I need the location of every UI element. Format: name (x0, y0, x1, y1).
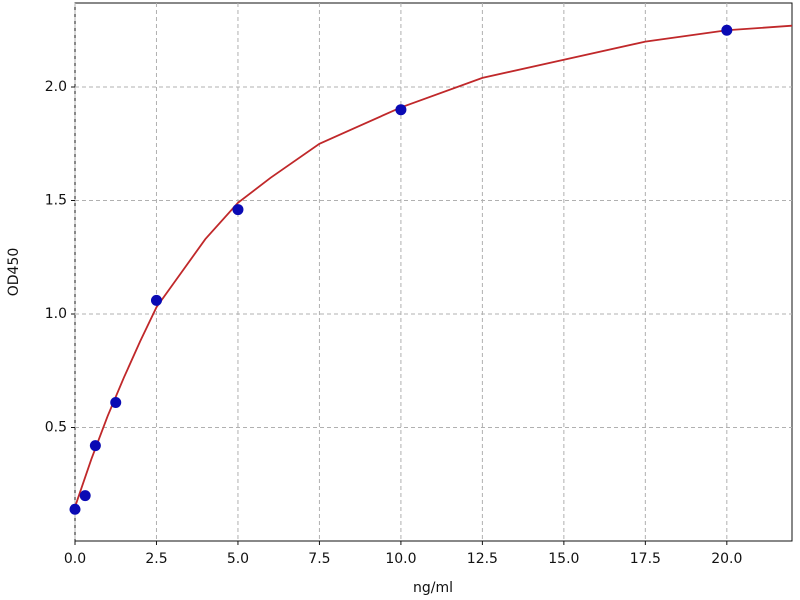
x-tick-label: 20.0 (711, 551, 742, 567)
data-point (89, 440, 101, 452)
data-point (721, 24, 733, 36)
x-axis-label: ng/ml (413, 580, 453, 596)
fit-curve (74, 24, 793, 508)
y-tick-label: 2.0 (45, 79, 67, 95)
data-point (69, 503, 81, 515)
x-tick-label: 10.0 (385, 551, 416, 567)
x-tick-label: 2.5 (145, 551, 167, 567)
data-point (79, 490, 91, 502)
y-axis-label: OD450 (6, 248, 22, 297)
y-tick-label: 0.5 (45, 419, 67, 435)
data-point (232, 204, 244, 216)
data-point (110, 397, 122, 409)
y-tick-label: 1.5 (45, 192, 67, 208)
x-tick-label: 0.0 (64, 551, 86, 567)
y-tick-label: 1.0 (45, 306, 67, 322)
x-tick-label: 12.5 (467, 551, 498, 567)
data-point (395, 104, 407, 116)
x-tick-label: 5.0 (227, 551, 249, 567)
x-tick-label: 17.5 (630, 551, 661, 567)
x-tick-label: 7.5 (308, 551, 330, 567)
x-tick-label: 15.0 (548, 551, 579, 567)
data-point (150, 294, 162, 306)
